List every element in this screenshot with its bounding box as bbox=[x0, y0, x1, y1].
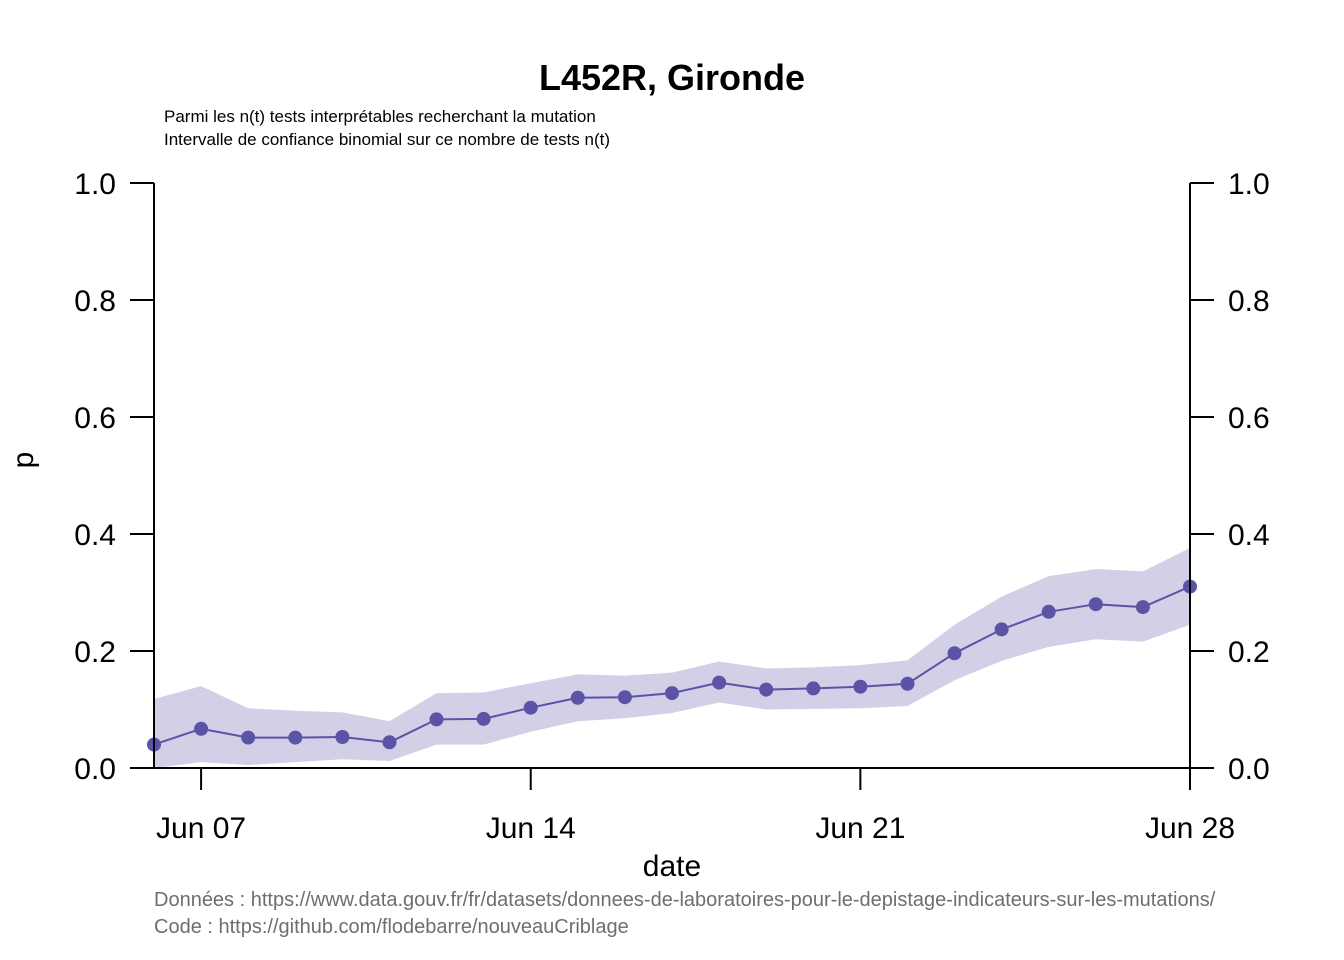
y-tick-label-left: 0.6 bbox=[74, 402, 116, 435]
caption-data-source: Données : https://www.data.gouv.fr/fr/da… bbox=[154, 889, 1216, 911]
data-point bbox=[1088, 597, 1103, 612]
axes: 0.0 0.0 0.2 0.2 0.4 0.4 0.6 0.6 0.8 0.8 1.0 1.0 Jun … bbox=[74, 168, 1269, 845]
x-axis-label: date bbox=[643, 850, 701, 883]
plot-area bbox=[147, 548, 1197, 768]
data-point bbox=[1135, 600, 1150, 615]
data-point bbox=[570, 690, 585, 705]
data-point bbox=[382, 735, 397, 750]
chart-subtitle-line-2: Intervalle de confiance binomial sur ce … bbox=[164, 130, 610, 149]
data-point bbox=[806, 681, 821, 696]
y-tick-label-right: 0.0 bbox=[1228, 753, 1270, 786]
data-point bbox=[759, 682, 774, 697]
y-tick-label-left: 0.8 bbox=[74, 285, 116, 318]
x-tick-label: Jun 07 bbox=[156, 812, 246, 845]
y-tick-label-right: 0.4 bbox=[1228, 519, 1270, 552]
chart-title: L452R, Gironde bbox=[539, 57, 805, 98]
caption-code-source: Code : https://github.com/flodebarre/nou… bbox=[154, 916, 629, 938]
data-point bbox=[617, 690, 632, 705]
chart-subtitle-line-1: Parmi les n(t) tests interprétables rech… bbox=[164, 107, 596, 126]
y-tick-label-right: 1.0 bbox=[1228, 168, 1270, 201]
data-point bbox=[712, 675, 727, 690]
data-point bbox=[241, 730, 256, 745]
data-point bbox=[194, 721, 209, 736]
y-tick-label-right: 0.6 bbox=[1228, 402, 1270, 435]
data-point bbox=[947, 646, 962, 661]
data-point bbox=[665, 686, 679, 701]
data-point bbox=[476, 711, 491, 726]
x-tick-label: Jun 14 bbox=[486, 812, 576, 845]
data-point bbox=[288, 730, 303, 745]
y-tick-label-left: 0.0 bbox=[74, 753, 116, 786]
y-tick-label-left: 1.0 bbox=[74, 168, 116, 201]
y-tick-label-right: 0.8 bbox=[1228, 285, 1270, 318]
data-point bbox=[1041, 604, 1056, 619]
data-point bbox=[429, 712, 444, 727]
x-tick-label: Jun 21 bbox=[815, 812, 905, 845]
confidence-band bbox=[154, 548, 1190, 768]
y-tick-label-left: 0.2 bbox=[74, 636, 116, 669]
x-tick-label: Jun 28 bbox=[1145, 812, 1235, 845]
y-tick-label-left: 0.4 bbox=[74, 519, 116, 552]
data-point bbox=[900, 676, 915, 691]
data-point bbox=[335, 730, 350, 744]
y-tick-label-right: 0.2 bbox=[1228, 636, 1270, 669]
y-axis-label: p bbox=[7, 452, 40, 469]
data-point bbox=[853, 679, 868, 694]
data-point bbox=[523, 700, 538, 715]
data-point bbox=[994, 622, 1009, 637]
